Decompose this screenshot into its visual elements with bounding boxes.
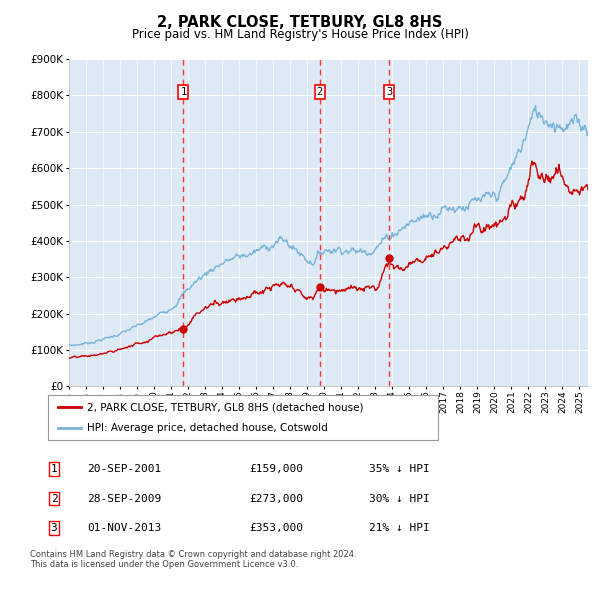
Text: 28-SEP-2009: 28-SEP-2009 [87,494,161,503]
Text: 2: 2 [317,87,323,97]
Text: 20-SEP-2001: 20-SEP-2001 [87,464,161,474]
Text: 21% ↓ HPI: 21% ↓ HPI [369,523,430,533]
Text: 35% ↓ HPI: 35% ↓ HPI [369,464,430,474]
Text: 2: 2 [50,494,58,503]
Text: £353,000: £353,000 [249,523,303,533]
Text: 2, PARK CLOSE, TETBURY, GL8 8HS: 2, PARK CLOSE, TETBURY, GL8 8HS [157,15,443,30]
Text: 2, PARK CLOSE, TETBURY, GL8 8HS (detached house): 2, PARK CLOSE, TETBURY, GL8 8HS (detache… [87,402,364,412]
Text: £159,000: £159,000 [249,464,303,474]
Text: This data is licensed under the Open Government Licence v3.0.: This data is licensed under the Open Gov… [30,560,298,569]
Text: Price paid vs. HM Land Registry's House Price Index (HPI): Price paid vs. HM Land Registry's House … [131,28,469,41]
Text: 01-NOV-2013: 01-NOV-2013 [87,523,161,533]
Text: HPI: Average price, detached house, Cotswold: HPI: Average price, detached house, Cots… [87,424,328,434]
Text: 1: 1 [50,464,58,474]
Text: £273,000: £273,000 [249,494,303,503]
Text: 30% ↓ HPI: 30% ↓ HPI [369,494,430,503]
Text: Contains HM Land Registry data © Crown copyright and database right 2024.: Contains HM Land Registry data © Crown c… [30,550,356,559]
Text: 1: 1 [180,87,187,97]
Text: 3: 3 [50,523,58,533]
Text: 3: 3 [386,87,392,97]
